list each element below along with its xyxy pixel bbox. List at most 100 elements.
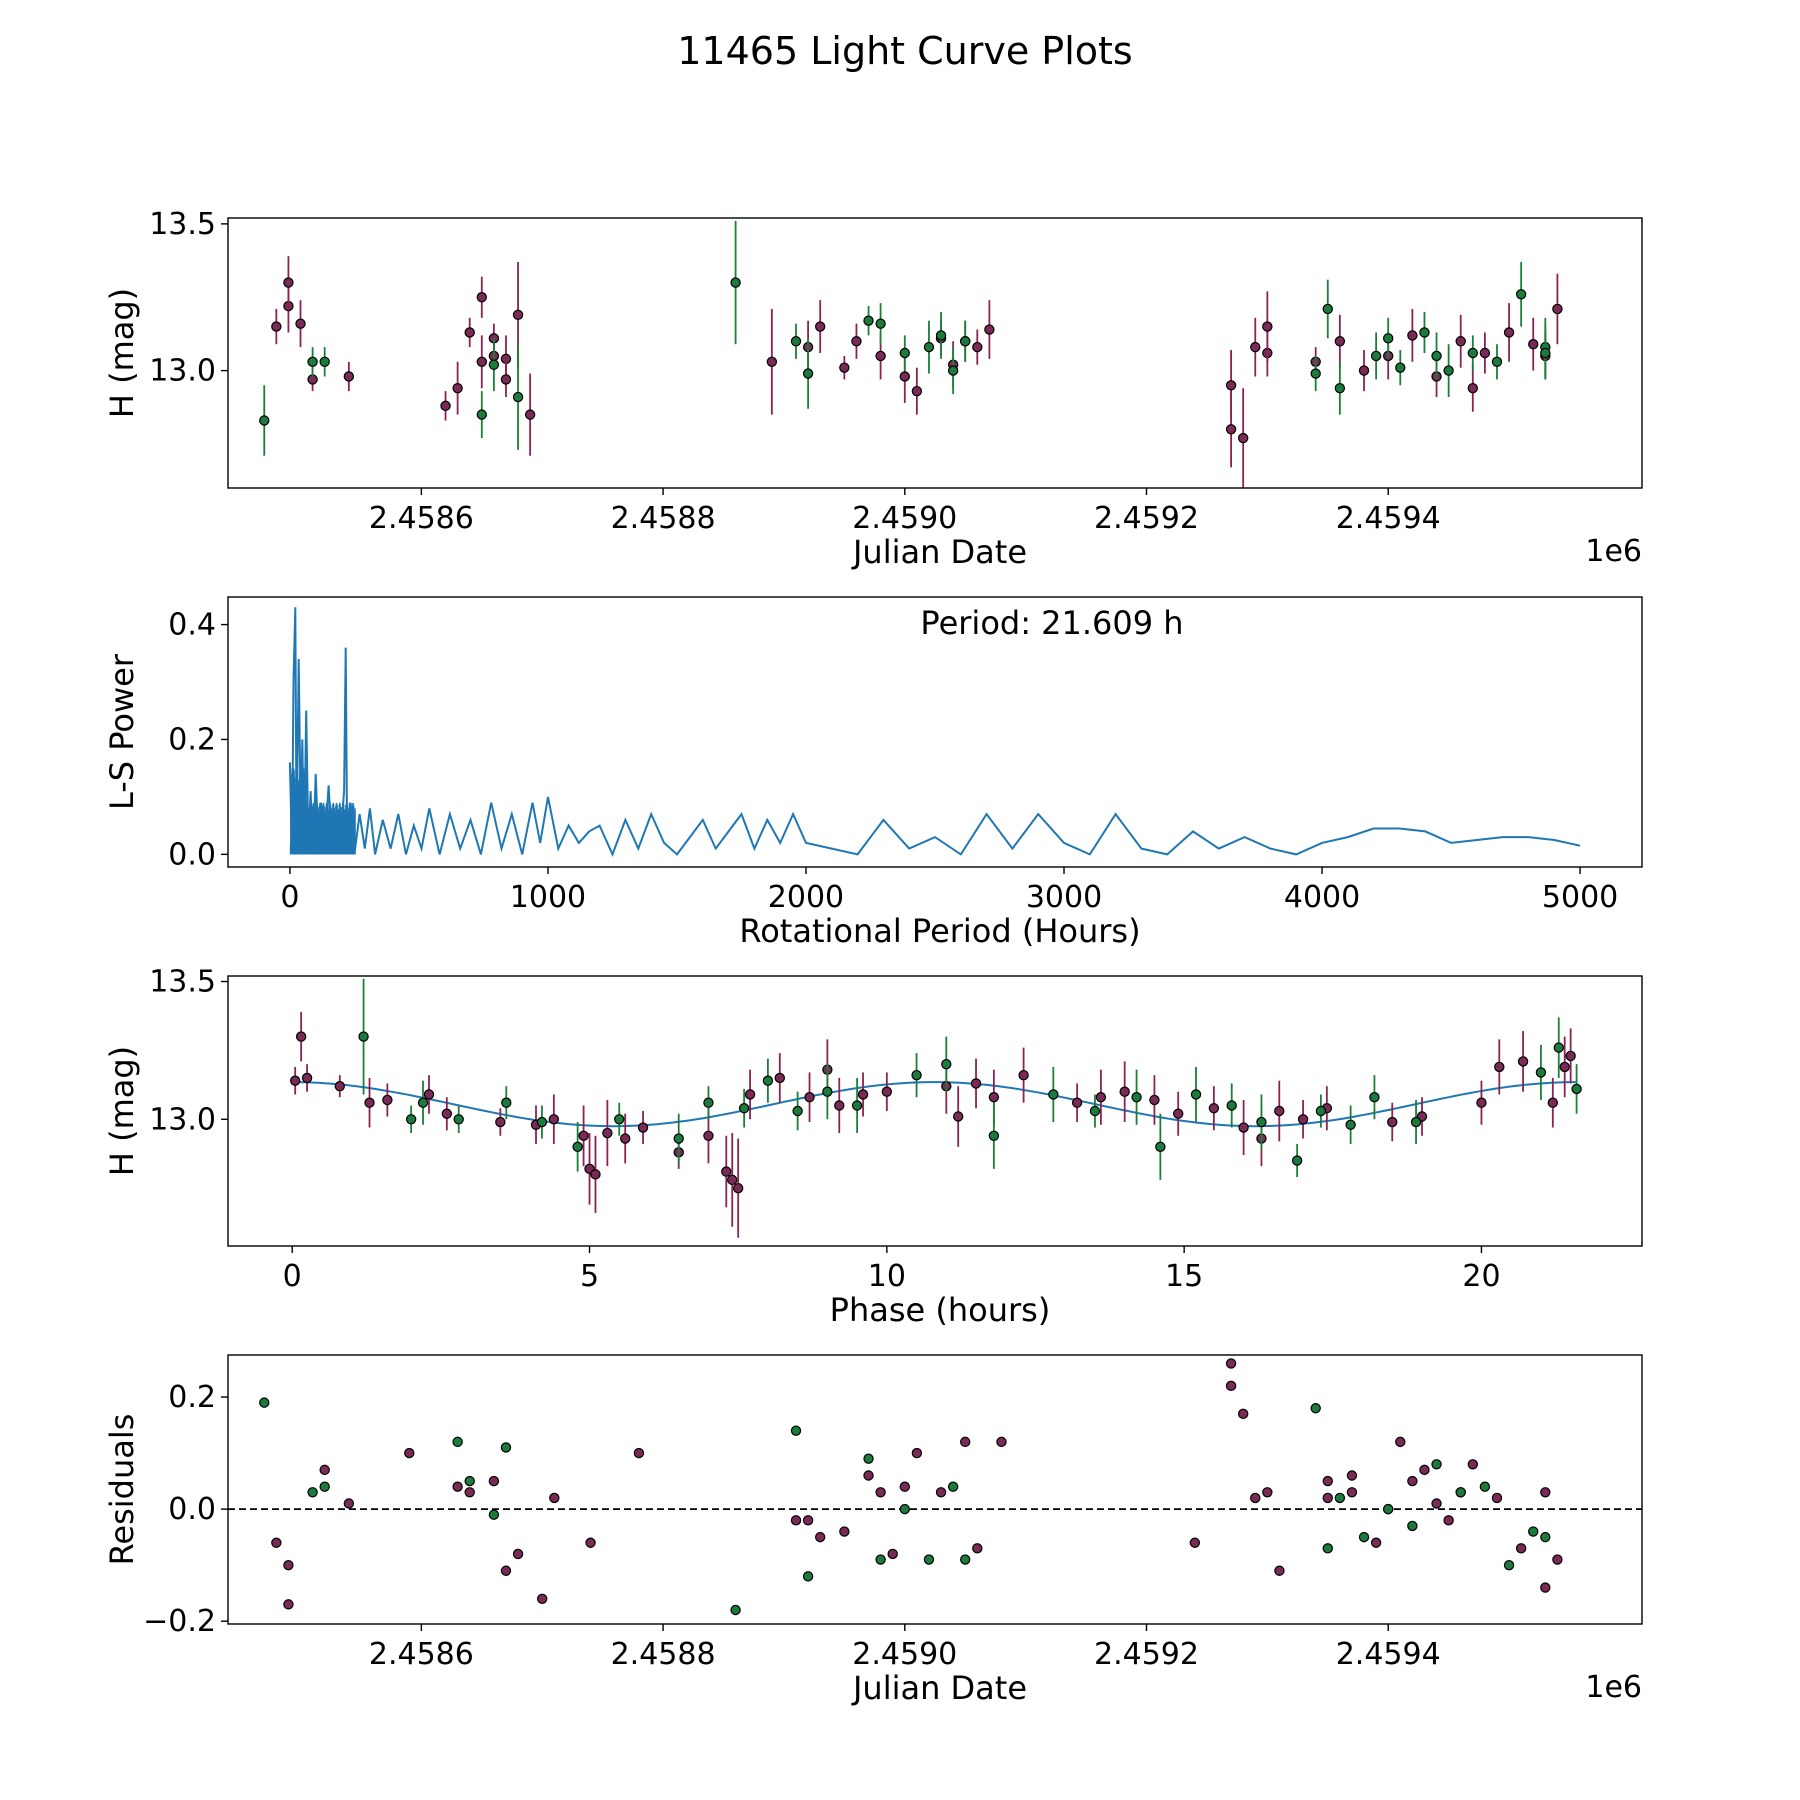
- panel-phase: 0 5 10 15 20 13.0 13.5 Phase (hours) H (mag): [103, 965, 1643, 1329]
- data-point-green: [1540, 1531, 1551, 1543]
- data-point-purple: [423, 1089, 435, 1100]
- x-axis-label: Rotational Period (Hours): [739, 912, 1140, 950]
- data-point-purple: [875, 350, 886, 362]
- data-point-green: [923, 341, 935, 353]
- x-tick-label: 2.4586: [369, 1637, 474, 1672]
- data-point-green: [1334, 1492, 1346, 1504]
- data-point-purple: [343, 1498, 355, 1509]
- data-point-green: [790, 336, 802, 347]
- data-point-purple: [1237, 432, 1249, 444]
- data-point-purple: [857, 1089, 869, 1100]
- x-tick-label: 2.4586: [369, 501, 474, 536]
- data-point-green: [1048, 1089, 1059, 1100]
- data-point-purple: [1455, 336, 1466, 347]
- y-tick-label: −0.2: [143, 1604, 216, 1639]
- data-point-green: [307, 1487, 318, 1498]
- data-point-purple: [1479, 347, 1491, 359]
- data-point-green: [960, 1554, 971, 1565]
- data-point-purple: [935, 1487, 947, 1498]
- data-point-green: [1443, 365, 1454, 376]
- data-point-purple: [1346, 1487, 1358, 1498]
- data-point-purple: [972, 341, 983, 353]
- data-point-green: [822, 1086, 833, 1097]
- data-point-purple: [887, 1548, 898, 1560]
- plot-area: [259, 220, 1563, 488]
- x-tick-label: 2.4592: [1094, 1637, 1199, 1672]
- data-point-green: [1491, 356, 1503, 368]
- data-point-purple: [295, 318, 306, 329]
- data-point-purple: [343, 371, 355, 382]
- data-point-purple: [440, 400, 451, 412]
- data-point-green: [1310, 1403, 1321, 1414]
- data-point-purple: [1346, 1470, 1358, 1481]
- data-point-green: [1410, 1116, 1422, 1128]
- data-point-green: [1431, 1459, 1442, 1470]
- data-point-green: [1535, 1067, 1547, 1078]
- x-tick-label: 5000: [1542, 880, 1618, 915]
- data-point-green: [405, 1114, 417, 1125]
- data-point-green: [1345, 1119, 1356, 1130]
- data-point-purple: [1515, 1543, 1527, 1554]
- data-point-purple: [875, 1487, 886, 1498]
- data-point-purple: [1565, 1050, 1576, 1062]
- data-point-purple: [1476, 1097, 1487, 1108]
- data-point-purple: [863, 1470, 874, 1481]
- data-point-purple: [500, 1565, 512, 1576]
- data-point-green: [572, 1141, 583, 1153]
- data-point-green: [947, 1481, 959, 1492]
- data-point-purple: [1419, 1464, 1430, 1476]
- data-point-purple: [283, 1559, 294, 1571]
- x-tick-label: 2.4588: [611, 1637, 716, 1672]
- data-point-purple: [578, 1130, 589, 1141]
- data-point-purple: [1018, 1069, 1029, 1081]
- y-tick-label: 0.0: [168, 1492, 216, 1527]
- data-point-purple: [1517, 1056, 1529, 1067]
- data-point-purple: [1250, 341, 1261, 353]
- data-point-purple: [283, 1599, 294, 1610]
- data-point-purple: [1467, 383, 1479, 394]
- data-point-purple: [952, 1111, 964, 1122]
- data-point-purple: [1322, 1475, 1333, 1487]
- x-tick-label: 1000: [510, 880, 586, 915]
- data-point-purple: [960, 1436, 971, 1448]
- data-point-purple: [537, 1593, 548, 1604]
- data-point-green: [1190, 1089, 1202, 1100]
- data-point-purple: [1274, 1565, 1285, 1576]
- data-point-purple: [899, 371, 910, 382]
- data-point-purple: [1208, 1103, 1220, 1114]
- data-point-purple: [1225, 1380, 1237, 1392]
- data-point-purple: [1528, 338, 1539, 350]
- axes-frame: [227, 1354, 1643, 1625]
- data-point-purple: [1297, 1114, 1309, 1125]
- data-point-purple: [1172, 1108, 1184, 1119]
- data-point-purple: [732, 1182, 744, 1194]
- data-point-green: [802, 368, 814, 379]
- data-point-purple: [620, 1133, 631, 1144]
- data-point-green: [738, 1103, 750, 1114]
- x-axis-label: Phase (hours): [830, 1291, 1051, 1329]
- data-point-purple: [1225, 1358, 1237, 1369]
- data-point-purple: [1250, 1492, 1261, 1504]
- data-point-purple: [911, 1447, 923, 1459]
- plot-area: [289, 978, 1582, 1238]
- data-point-purple: [1467, 1459, 1479, 1470]
- data-point-green: [1369, 1092, 1380, 1103]
- data-point-green: [1503, 1559, 1515, 1571]
- data-point-purple: [295, 1031, 307, 1042]
- data-point-purple: [452, 383, 463, 394]
- data-point-purple: [1262, 321, 1273, 332]
- data-point-green: [730, 277, 741, 288]
- data-point-purple: [548, 1114, 560, 1125]
- x-tick-label: 0: [280, 880, 299, 915]
- data-point-green: [501, 1097, 512, 1108]
- data-point-green: [941, 1058, 952, 1070]
- data-point-purple: [911, 385, 923, 397]
- data-point-green: [319, 1481, 330, 1492]
- y-tick-label: 0.4: [168, 608, 216, 643]
- data-point-purple: [1387, 1116, 1398, 1128]
- data-point-green: [307, 356, 318, 368]
- data-point-purple: [996, 1436, 1007, 1448]
- data-point-green: [851, 1100, 863, 1111]
- data-point-purple: [289, 1075, 301, 1086]
- data-point-purple: [802, 1515, 814, 1526]
